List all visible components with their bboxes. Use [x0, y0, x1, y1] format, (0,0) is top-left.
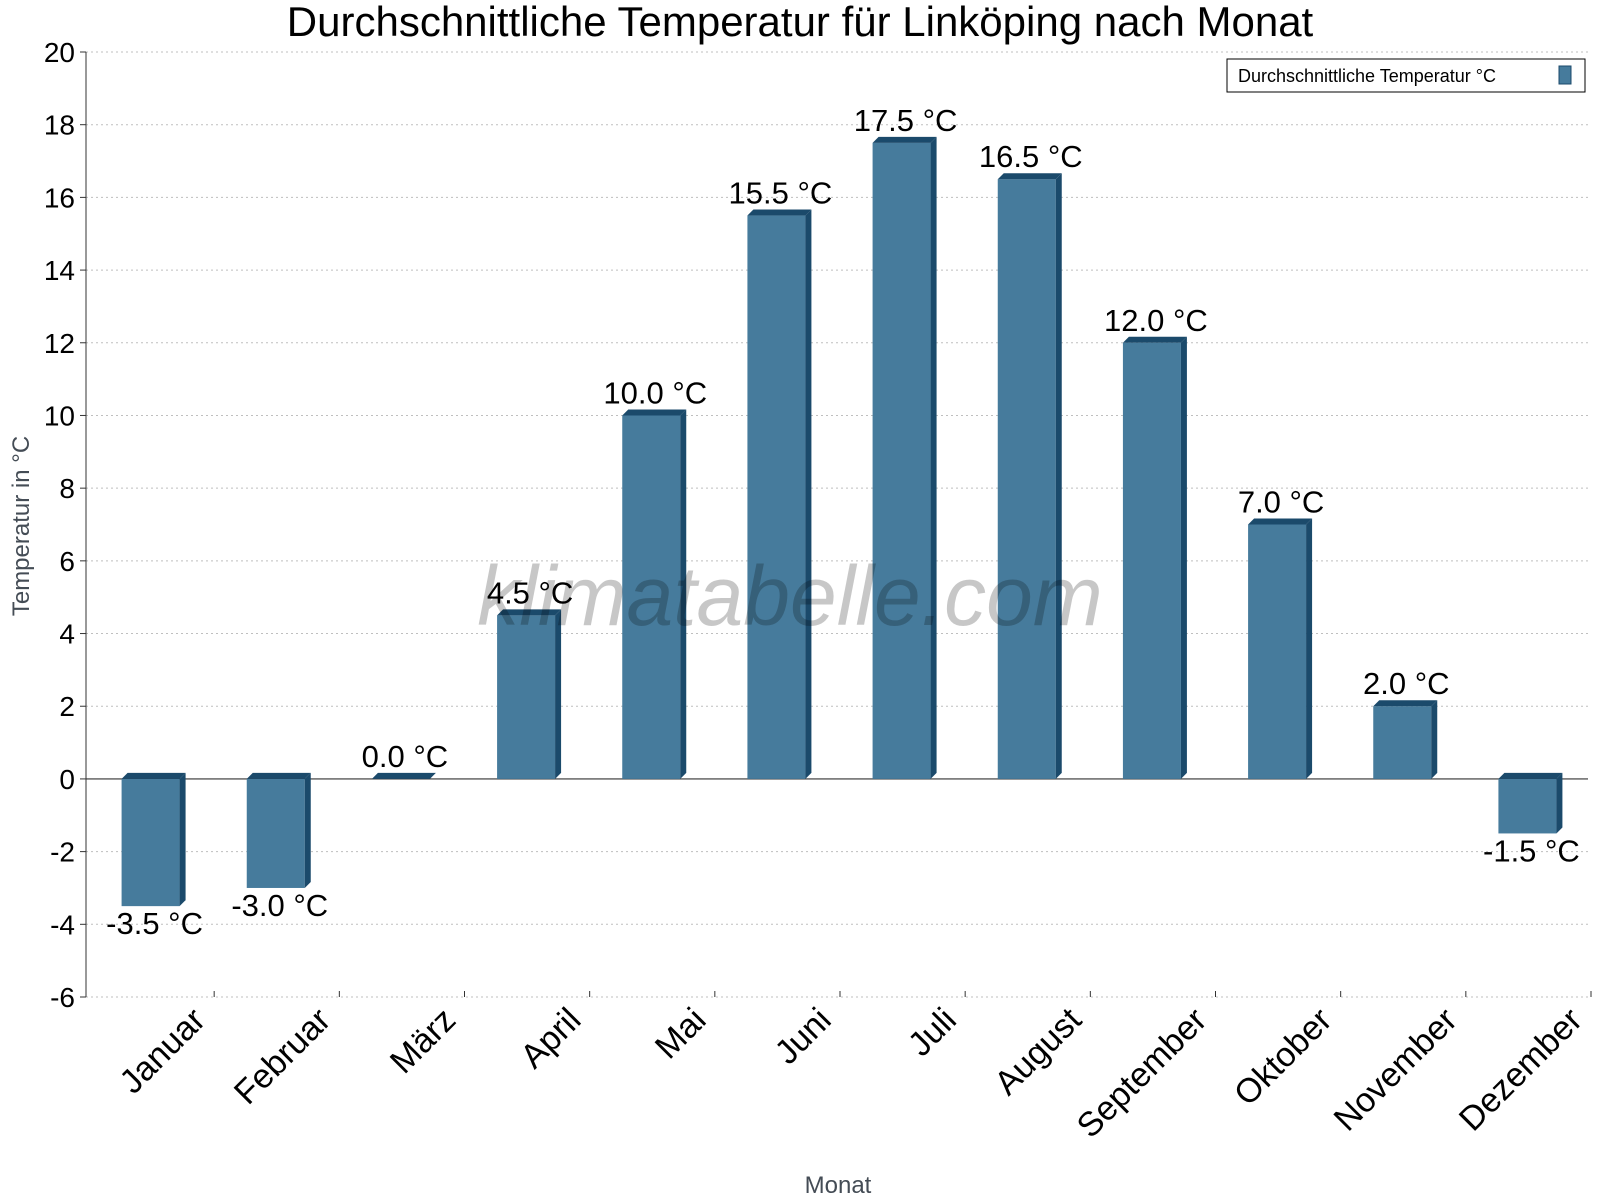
bar: [1373, 700, 1438, 779]
bar-top: [1498, 772, 1563, 779]
legend-entry-label: Durchschnittliche Temperatur °C: [1238, 66, 1496, 86]
bar: [121, 772, 186, 907]
x-tick-label: Januar: [112, 1001, 212, 1101]
grid-lines: [86, 51, 1588, 998]
bars: [121, 136, 1563, 907]
data-label: 2.0 °C: [1363, 666, 1450, 701]
bar: [497, 609, 562, 779]
bar-top: [872, 136, 937, 143]
data-label: 0.0 °C: [362, 739, 449, 774]
x-tick-label: Mai: [648, 1001, 714, 1067]
data-label: -3.5 °C: [106, 906, 203, 941]
bar-top: [121, 772, 186, 779]
bar: [1248, 518, 1313, 779]
legend: Durchschnittliche Temperatur °C: [1226, 58, 1586, 93]
data-label: 10.0 °C: [603, 375, 707, 410]
bar: [872, 136, 937, 779]
bar-side: [930, 136, 937, 779]
data-label: -3.0 °C: [231, 888, 328, 923]
y-tick-label: 10: [44, 400, 75, 431]
bar-side: [555, 609, 562, 779]
watermark-text: klimatabelle.com: [477, 549, 1103, 643]
bar-side: [1306, 518, 1313, 779]
bar-top: [1373, 700, 1438, 707]
bar-side: [1180, 336, 1187, 779]
bar: [622, 409, 687, 779]
x-tick-label: Juli: [901, 1001, 964, 1064]
bar-face: [1498, 778, 1557, 834]
y-axis-ticks: -6 -4 -2 0 2 4 6 8 10 12 14 16 18 20: [44, 37, 1588, 1013]
y-tick-label: 16: [44, 182, 75, 213]
bar-side: [1055, 173, 1062, 779]
y-tick-label: 18: [44, 110, 75, 141]
x-tick-label: Februar: [227, 1001, 338, 1112]
data-labels: -3.5 °C -3.0 °C 0.0 °C 4.5 °C 10.0 °C 15.5 °C…: [106, 103, 1580, 941]
data-label: 4.5 °C: [487, 575, 574, 610]
y-tick-label: 0: [59, 764, 75, 795]
x-tick-label: Dezember: [1452, 1001, 1590, 1139]
y-tick-label: 20: [44, 37, 75, 68]
chart-title: Durchschnittliche Temperatur für Linköpi…: [287, 0, 1314, 45]
x-tick-label: April: [513, 1001, 588, 1076]
bar-face: [1122, 342, 1181, 779]
bar-face: [997, 179, 1056, 779]
y-tick-label: 12: [44, 328, 75, 359]
bar-face: [872, 142, 931, 779]
bar-top: [622, 409, 687, 416]
data-label: 12.0 °C: [1104, 303, 1208, 338]
y-tick-label: -6: [50, 982, 75, 1013]
x-tick-label: Oktober: [1227, 1001, 1339, 1113]
y-tick-label: 2: [59, 691, 75, 722]
bar-face: [246, 778, 305, 888]
bar-top: [1122, 336, 1187, 343]
legend-box: [1226, 58, 1586, 93]
bar-face: [497, 615, 556, 779]
bar: [997, 173, 1062, 779]
data-label: 15.5 °C: [729, 176, 833, 211]
y-tick-label: 6: [59, 546, 75, 577]
x-tick-label: September: [1070, 1001, 1214, 1145]
y-tick-label: -4: [50, 909, 75, 940]
bar-face: [121, 778, 180, 907]
x-axis-ticks: Januar Februar März April Mai Juni Juli AugustS…: [112, 991, 1592, 1145]
data-label: 16.5 °C: [979, 139, 1083, 174]
bar-side: [805, 209, 812, 779]
bar-side: [680, 409, 687, 779]
bar-top: [1248, 518, 1313, 525]
bar-side: [1556, 772, 1563, 834]
y-tick-label: 4: [59, 619, 75, 650]
bar-top: [497, 609, 562, 616]
bar: [371, 772, 436, 779]
bar-top: [246, 772, 311, 779]
bar: [1498, 772, 1563, 834]
bar-face: [1248, 524, 1307, 779]
data-label: -1.5 °C: [1483, 833, 1580, 868]
bar-side: [304, 772, 311, 888]
bar: [1122, 336, 1187, 779]
bar-top: [747, 209, 812, 216]
bar-face: [747, 215, 806, 779]
x-tick-label: November: [1327, 1001, 1465, 1139]
bar: [246, 772, 311, 888]
bar-top: [997, 173, 1062, 180]
y-tick-label: -2: [50, 837, 75, 868]
bar-face: [1373, 706, 1432, 779]
bar-side: [1431, 700, 1438, 779]
bar-side: [179, 772, 186, 907]
data-label: 17.5 °C: [854, 103, 958, 138]
data-label: 7.0 °C: [1238, 485, 1325, 520]
x-tick-label: August: [987, 1000, 1089, 1102]
x-axis-title: Monat: [805, 1172, 872, 1199]
x-tick-label: März: [383, 1001, 463, 1081]
legend-swatch: [1558, 65, 1572, 85]
y-tick-label: 8: [59, 473, 75, 504]
y-axis-title: Temperatur in °C: [8, 436, 35, 616]
bar: [747, 209, 812, 779]
bar-top: [371, 772, 436, 779]
y-tick-label: 14: [44, 255, 75, 286]
bar-face: [622, 415, 681, 779]
x-tick-label: Juni: [768, 1001, 839, 1072]
